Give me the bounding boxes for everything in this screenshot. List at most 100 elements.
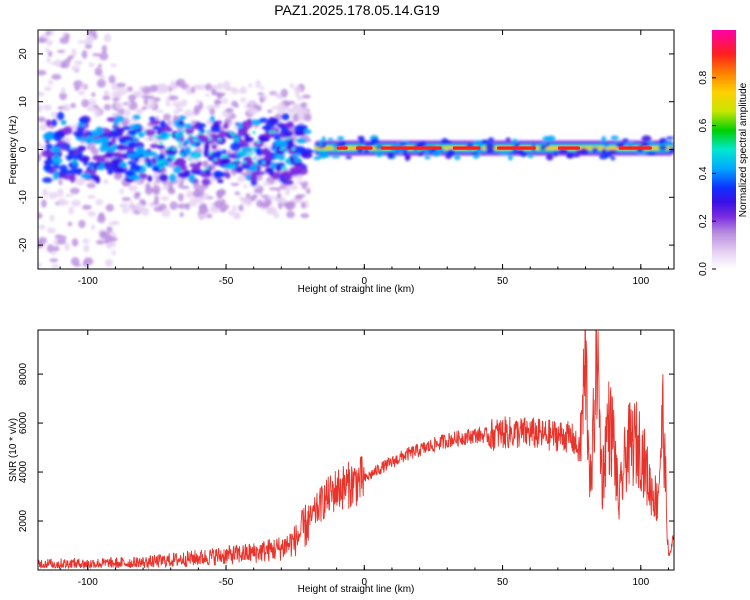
spectrogram-noise-blob xyxy=(270,93,281,97)
spectrogram-noise-blob xyxy=(256,140,260,144)
colorbar-ticks: 0.0 0.2 0.4 0.6 0.8 xyxy=(698,70,716,276)
spectrogram-noise-blob xyxy=(211,88,217,96)
spectrogram-noise-blob xyxy=(116,82,126,88)
spectrogram-noise-blob xyxy=(126,100,132,107)
spectrogram-noise-blob xyxy=(241,146,253,153)
signal-band-blob xyxy=(399,142,407,147)
spectrogram-noise-blob xyxy=(193,104,201,114)
spectrogram-noise-blob xyxy=(49,258,59,263)
spectrogram-noise-blob xyxy=(108,75,116,84)
signal-band-blob xyxy=(331,154,341,159)
spectrogram-noise-blob xyxy=(122,125,132,131)
spectrogram-noise-blob xyxy=(141,106,147,111)
signal-band-blob xyxy=(640,142,650,147)
spectrogram-noise-blob xyxy=(38,224,46,230)
colorbar-label: Normalized spectral amplitude xyxy=(738,82,749,217)
spectrogram-noise-blob xyxy=(98,212,105,219)
spectrogram-noise-blob xyxy=(208,151,213,155)
spectrogram-noise-blob xyxy=(223,80,231,89)
spectrogram-noise-blob xyxy=(78,116,90,124)
spectrogram-noise-blob xyxy=(59,92,67,101)
spectrogram-noise-blob xyxy=(157,144,165,150)
spectrogram-noise-blob xyxy=(81,49,88,59)
spectrogram-noise-blob xyxy=(283,102,290,107)
spectrogram-noise-blob xyxy=(128,185,138,192)
spectrogram-noise-blob xyxy=(111,91,121,99)
spectrogram-noise-blob xyxy=(214,156,222,166)
spectrogram-noise-blob xyxy=(246,118,253,124)
spectrogram-noise-blob xyxy=(86,182,96,189)
spectrogram-noise-blob xyxy=(56,188,64,197)
spectrogram-noise-blob xyxy=(224,172,231,179)
spectrogram-noise-blob xyxy=(240,97,247,103)
spectrogram-noise-blob xyxy=(149,84,159,93)
spectrogram-noise-blob xyxy=(43,159,54,165)
spectrogram-noise-blob xyxy=(230,182,240,187)
spectrogram-noise-blob xyxy=(74,86,80,91)
spectrogram-content xyxy=(38,30,674,269)
spectrogram-noise-blob xyxy=(141,200,147,206)
spectrogram-noise-blob xyxy=(292,104,303,114)
signal-band-blob xyxy=(601,135,607,143)
spectrogram-noise-blob xyxy=(101,44,108,54)
spectrogram-noise-blob xyxy=(295,194,306,198)
spectrogram-noise-blob xyxy=(57,197,66,206)
spectrogram-noise-blob xyxy=(49,214,55,222)
colorbar-gradient xyxy=(712,30,736,269)
spectrogram-noise-blob xyxy=(96,79,106,88)
spectrogram-noise-blob xyxy=(242,184,248,188)
spectrogram-noise-blob xyxy=(177,193,184,202)
spectrogram-noise-blob xyxy=(110,63,118,68)
signal-band-blob xyxy=(610,135,619,141)
spectrogram-noise-blob xyxy=(184,138,191,144)
spectrogram-noise-blob xyxy=(46,227,56,234)
spectrogram-noise-blob xyxy=(152,185,161,193)
signal-band-blob xyxy=(445,154,452,159)
spectrogram-noise-blob xyxy=(90,224,96,231)
spectrogram-noise-blob xyxy=(300,213,310,219)
spectrogram-noise-blob xyxy=(187,157,192,161)
spectrogram-noise-blob xyxy=(119,203,129,208)
spectrogram-noise-blob xyxy=(165,97,170,104)
spectrogram-noise-blob xyxy=(50,61,57,66)
spectrogram-noise-blob xyxy=(38,155,42,162)
spectrogram-noise-blob xyxy=(87,30,97,37)
signal-band-blob xyxy=(601,148,607,154)
spectrogram-noise-blob xyxy=(160,159,164,163)
spectrogram-noise-blob xyxy=(179,211,184,218)
spectrogram-noise-blob xyxy=(60,87,66,95)
spectrogram-noise-blob xyxy=(121,207,130,214)
spectrogram-noise-blob xyxy=(296,180,306,184)
spectrogram-noise-blob xyxy=(122,121,127,128)
spectrogram-noise-blob xyxy=(218,188,226,196)
spectrogram-noise-blob xyxy=(71,238,79,247)
spectrogram-noise-blob xyxy=(225,150,233,155)
spectrogram-noise-blob xyxy=(101,231,110,237)
spectrogram-noise-blob xyxy=(128,94,137,102)
signal-band-blob xyxy=(318,140,323,147)
spectrogram-noise-blob xyxy=(82,132,90,138)
spectrogram-noise-blob xyxy=(249,174,258,182)
signal-band-blob xyxy=(641,135,652,142)
spectrogram-noise-blob xyxy=(237,90,246,94)
spectrogram-noise-blob xyxy=(281,171,293,180)
spectrogram-noise-blob xyxy=(77,40,85,44)
spectrogram-noise-blob xyxy=(225,107,234,113)
spectrogram-noise-blob xyxy=(153,200,160,206)
spectrogram-noise-blob xyxy=(149,116,156,121)
spectrogram-noise-blob xyxy=(202,160,208,169)
spectrogram-noise-blob xyxy=(276,123,286,128)
spectrogram-noise-blob xyxy=(259,96,265,104)
spectrogram-noise-blob xyxy=(78,219,86,229)
spectrogram-noise-blob xyxy=(245,193,251,198)
spectrogram-noise-blob xyxy=(126,86,134,92)
spectrogram-noise-blob xyxy=(291,147,296,151)
spectrogram-noise-blob xyxy=(141,94,150,99)
spectrogram-noise-blob xyxy=(158,153,165,162)
snr-y-tick-label: 8000 xyxy=(18,363,29,386)
spectrogram-noise-blob xyxy=(102,95,111,101)
spectrogram-noise-blob xyxy=(216,82,224,90)
spectrogram-noise-blob xyxy=(64,243,70,252)
spectrogram-noise-blob xyxy=(176,108,184,113)
spectrogram-noise-blob xyxy=(87,194,96,200)
